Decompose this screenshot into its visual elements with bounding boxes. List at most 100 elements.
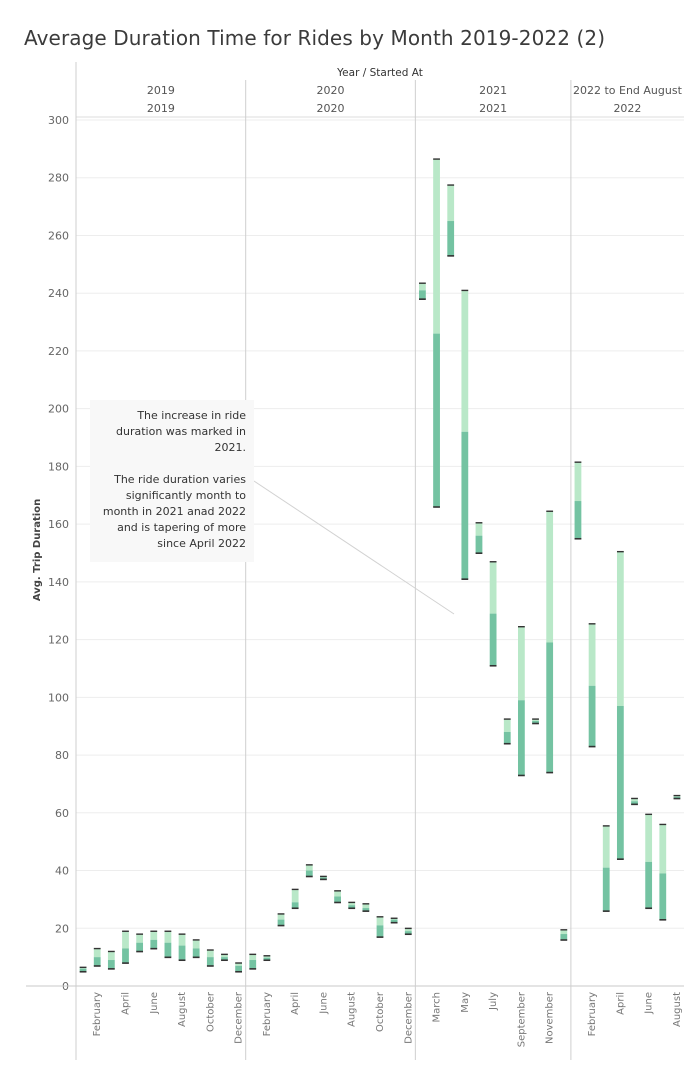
bar-lower-february xyxy=(588,685,596,747)
bar-cap-bottom xyxy=(305,875,313,878)
bar-cap-top xyxy=(447,184,455,186)
bar-lower-october xyxy=(376,925,384,937)
bar-lower-june xyxy=(645,861,653,909)
y-tick-label: 300 xyxy=(48,114,69,127)
bar-cap-top xyxy=(532,718,539,720)
x-tick-label: October xyxy=(375,991,386,1032)
bar-upper-april xyxy=(291,889,299,903)
bar-lower-february xyxy=(93,957,101,966)
x-tick-label: November xyxy=(545,991,556,1044)
bar-cap-bottom xyxy=(461,578,469,580)
bar-cap-bottom xyxy=(291,907,299,910)
bar-cap-bottom xyxy=(616,858,624,860)
bar-cap-top xyxy=(588,623,596,625)
bar-lower-october xyxy=(532,721,539,724)
bar-lower-june xyxy=(475,535,483,553)
bar-cap-top xyxy=(616,550,624,553)
bar-cap-top xyxy=(178,933,186,935)
bar-lower-april xyxy=(616,705,624,859)
bar-lower-june xyxy=(320,877,327,880)
bar-cap-top xyxy=(320,875,327,878)
bar-cap-bottom xyxy=(221,959,228,962)
bar-cap-bottom xyxy=(320,878,327,881)
bar-lower-november xyxy=(390,919,398,923)
bar-cap-bottom xyxy=(150,947,158,950)
bar-upper-october xyxy=(532,718,539,722)
bar-cap-top xyxy=(362,903,370,905)
bar-upper-march xyxy=(602,825,610,868)
y-tick-label: 260 xyxy=(48,229,69,242)
bar-cap-bottom xyxy=(362,910,370,912)
bar-cap-bottom xyxy=(518,774,525,777)
bar-lower-february xyxy=(263,957,271,961)
bar-lower-march xyxy=(107,960,115,969)
bar-lower-may xyxy=(461,431,469,579)
bar-cap-bottom xyxy=(122,962,129,964)
bar-cap-top xyxy=(107,950,115,953)
x-tick-label: February xyxy=(92,992,103,1036)
y-tick-label: 280 xyxy=(48,172,69,185)
bar-lower-november xyxy=(221,957,228,961)
bar-lower-august xyxy=(348,905,356,909)
bar-lower-july xyxy=(164,942,172,958)
bar-upper-may xyxy=(136,934,144,943)
bar-upper-april xyxy=(616,551,624,706)
bar-upper-december xyxy=(404,928,412,932)
bar-cap-top xyxy=(122,930,129,932)
panel-header-bottom: 2022 xyxy=(613,102,641,115)
bar-cap-top xyxy=(461,289,469,292)
bar-lower-april xyxy=(291,902,299,909)
bar-lower-october xyxy=(206,957,214,966)
bar-lower-march xyxy=(433,333,440,507)
y-tick-label: 220 xyxy=(48,345,69,358)
bar-lower-september xyxy=(192,948,200,958)
bar-cap-bottom xyxy=(433,506,440,508)
bar-cap-top xyxy=(150,930,158,932)
bar-upper-september xyxy=(192,939,200,949)
bar-lower-august xyxy=(503,731,511,744)
bar-upper-august xyxy=(178,934,186,946)
bar-cap-top xyxy=(79,966,87,969)
bar-upper-august xyxy=(503,718,511,732)
bar-upper-march xyxy=(107,951,115,961)
panel-header-top: 2019 xyxy=(147,84,175,97)
bar-cap-top xyxy=(659,823,667,826)
bar-upper-july xyxy=(489,561,497,614)
bar-lower-march xyxy=(602,867,610,911)
bar-cap-bottom xyxy=(602,910,610,912)
panel-header-bottom: 2019 xyxy=(147,102,175,115)
bar-cap-top xyxy=(475,522,483,524)
bar-cap-top xyxy=(419,282,426,284)
bar-upper-february xyxy=(588,623,596,686)
bar-cap-bottom xyxy=(489,664,497,667)
bar-cap-top xyxy=(602,825,610,827)
bar-cap-bottom xyxy=(107,968,115,970)
x-tick-label: May xyxy=(460,992,471,1013)
bar-cap-bottom xyxy=(178,959,186,962)
annotation-connector xyxy=(253,480,455,615)
bar-upper-june xyxy=(475,522,483,536)
bar-lower-november xyxy=(546,642,554,773)
y-tick-label: 160 xyxy=(48,518,69,531)
bar-cap-top xyxy=(673,794,681,797)
x-tick-label: April xyxy=(120,992,131,1015)
bar-cap-top xyxy=(546,510,554,512)
bar-lower-september xyxy=(518,700,525,776)
y-tick-label: 180 xyxy=(48,460,69,473)
bar-cap-bottom xyxy=(532,722,539,725)
x-tick-label: October xyxy=(205,991,216,1032)
bar-upper-february xyxy=(263,955,271,958)
bar-cap-top xyxy=(291,888,299,891)
bar-cap-top xyxy=(263,955,271,957)
bar-cap-bottom xyxy=(588,745,596,748)
bar-lower-august xyxy=(673,796,681,799)
bar-cap-top xyxy=(93,947,101,950)
bar-lower-january xyxy=(249,960,257,969)
y-tick-label: 100 xyxy=(48,691,69,704)
x-tick-label: December xyxy=(234,991,245,1044)
x-tick-label: June xyxy=(318,992,329,1015)
bar-cap-top xyxy=(348,901,356,904)
bar-cap-bottom xyxy=(631,803,638,806)
bar-upper-june xyxy=(150,931,158,940)
bar-cap-top xyxy=(404,927,412,930)
